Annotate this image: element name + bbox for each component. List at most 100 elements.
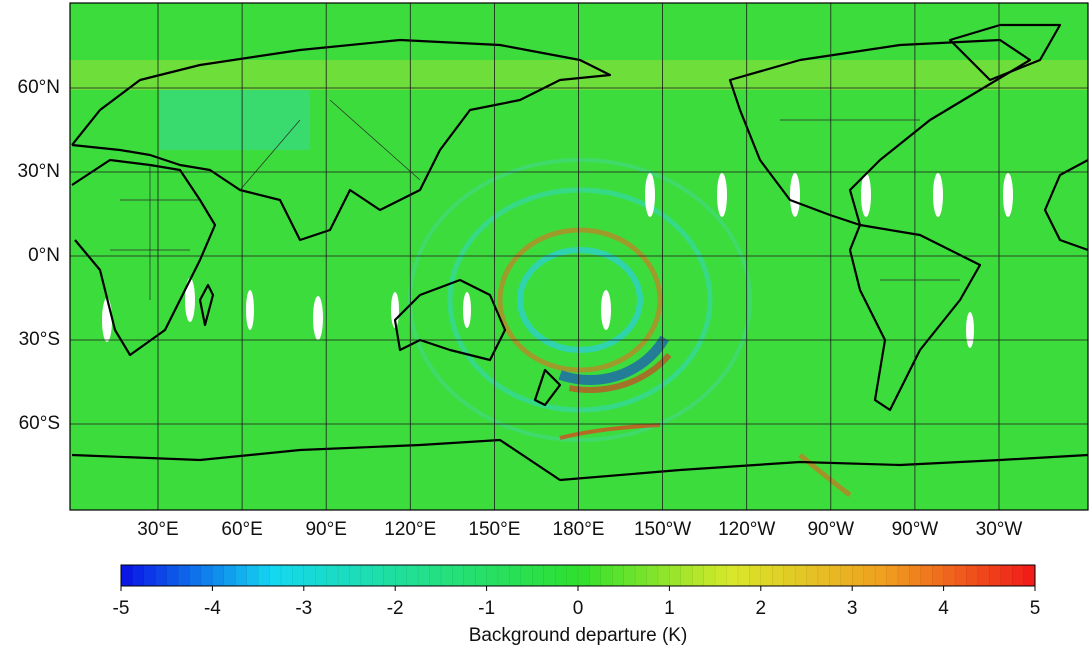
map [70,3,1088,510]
lon-label: 60°E [221,519,262,540]
colorbar-cell [863,564,876,587]
wave-rings [408,158,852,497]
axis-labels: 60°N 30°N 0°N 30°S 60°S 30°E 60°E 90°E 120°E 150°… [18,77,1023,540]
colorbar-cell [966,564,979,587]
colorbar-cell [646,564,659,587]
colorbar-cell [840,564,853,587]
colorbar-cell [280,564,293,587]
colorbar-cell [874,564,887,587]
colorbar-cell [406,564,419,587]
colorbar-cell [634,564,648,587]
colorbar-cell [143,564,156,587]
colorbar-cell [417,564,430,587]
colorbar-cell [909,564,922,587]
colorbar-cell [623,564,636,587]
colorbar-cell [520,564,533,587]
colorbar-cell [920,564,933,587]
colorbar-cell [200,564,213,587]
colorbar-cell [714,564,728,587]
colorbar-cell [177,564,191,587]
lon-label: 30°E [137,519,178,540]
colorbar-cell [1011,564,1025,587]
colorbar-cell [749,564,762,587]
colorbar-cell [794,564,808,587]
colorbar-cell [589,564,602,587]
colorbar-cell [829,564,842,587]
colorbar-tick-label: 5 [1030,598,1041,619]
data-gaps [102,173,1013,348]
colorbar-tick-label: -5 [113,598,130,619]
lon-label: 90°W [892,519,939,540]
colorbar-cell [166,564,179,587]
colorbar-cell [737,564,750,587]
colorbar-cell [189,564,202,587]
colorbar-cell [360,564,373,587]
map-frame [69,2,1089,511]
colorbar-cell [257,564,271,587]
colorbar-tick-label: 4 [938,598,949,619]
colorbar-cell [760,564,773,587]
lat-label: 60°S [19,413,60,434]
colorbar-cell [440,564,453,587]
colorbar-cell [692,564,705,587]
colorbar-cell [120,564,133,587]
lat-label: 60°N [18,77,60,98]
lat-label: 30°S [19,329,60,350]
colorbar-cell [783,564,796,587]
colorbar-cell [509,564,522,587]
colorbar-label: Background departure (K) [469,625,688,646]
lon-label: 120°E [384,519,436,540]
colorbar-cell [395,564,408,587]
high-latitude-band [70,60,1088,90]
colorbar-tick-label: 1 [664,598,675,619]
colorbar-cell [600,564,613,587]
colorbar-cell [954,564,967,587]
lon-label: 150°W [634,519,691,540]
colorbar-cell [852,564,865,587]
colorbar-cell [532,564,545,587]
colorbar-cell [577,564,590,587]
colorbar-cell [497,564,510,587]
colorbar-cell [703,564,716,587]
colorbar-cell [429,564,442,587]
lon-label: 150°E [468,519,520,540]
colorbar-cell [726,564,739,587]
colorbar-cell [817,564,830,587]
colorbar-cell [669,564,682,587]
colorbar-cell [474,564,488,587]
colorbar-cell [292,564,305,587]
lon-label: 90°W [807,519,854,540]
colorbar-cell [886,564,899,587]
lat-label: 30°N [18,161,60,182]
colorbar-cell [657,564,670,587]
lon-label: 120°W [718,519,775,540]
colorbar-tick-label: 0 [573,598,584,619]
colorbar-cell [372,564,385,587]
colorbar-cell [155,564,168,587]
colorbar-tick-label: 3 [847,598,858,619]
colorbar: -5 -4 -3 -2 -1 0 1 2 3 4 5 [113,564,1041,619]
colorbar-cell [1000,564,1013,587]
colorbar-cell [349,564,362,587]
colorbar-cell [303,564,316,587]
colorbar-cell [315,564,328,587]
colorbar-cell [212,564,225,587]
colorbar-cell [772,564,785,587]
lon-label: 180°E [553,519,605,540]
colorbar-cell [612,564,625,587]
colorbar-cell [806,564,819,587]
colorbar-tick-label: -1 [478,598,495,619]
lat-label: 0°N [28,245,60,266]
colorbar-cell [543,564,556,587]
graticule [70,3,1088,510]
colorbar-cell [223,564,236,587]
colorbar-cell [246,564,259,587]
colorbar-cell [566,564,579,587]
colorbar-cell [977,564,990,587]
colorbar-cell [132,564,145,587]
colorbar-tick-label: 2 [756,598,767,619]
colorbar-tick-label: -2 [387,598,404,619]
colorbar-cell [486,564,499,587]
colorbar-cell [269,564,282,587]
